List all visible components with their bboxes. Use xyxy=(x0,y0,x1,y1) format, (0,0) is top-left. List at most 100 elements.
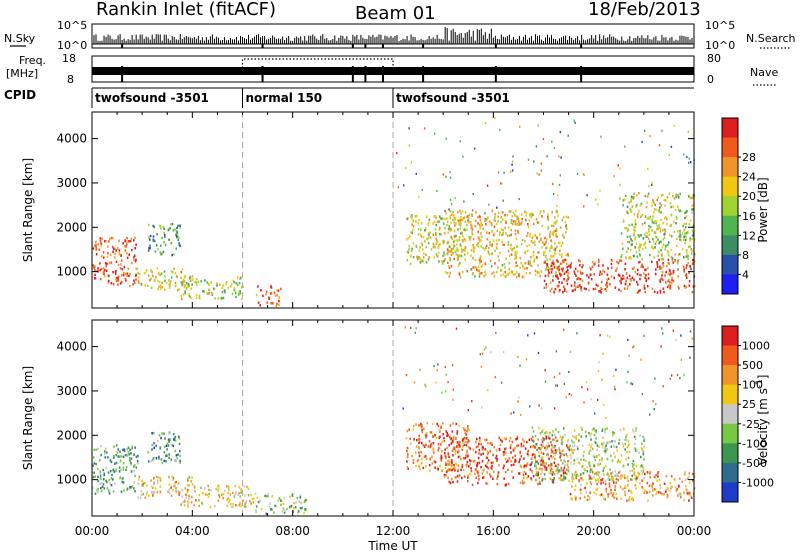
data-point xyxy=(546,444,548,448)
data-point xyxy=(503,171,505,174)
data-point xyxy=(278,297,281,300)
data-point xyxy=(558,241,560,244)
data-point xyxy=(466,451,468,454)
data-point xyxy=(479,260,481,263)
data-point xyxy=(593,455,596,459)
data-point xyxy=(252,501,255,504)
data-point xyxy=(440,233,442,236)
data-point xyxy=(278,303,280,306)
data-point xyxy=(95,240,97,244)
data-point xyxy=(238,282,241,285)
data-point xyxy=(191,483,194,486)
data-point xyxy=(486,453,489,456)
data-point xyxy=(195,281,198,284)
data-point xyxy=(529,468,532,471)
data-point xyxy=(559,478,562,482)
data-point xyxy=(507,241,510,244)
data-point xyxy=(410,231,412,234)
data-point xyxy=(669,284,672,288)
data-point xyxy=(593,433,596,437)
data-point xyxy=(184,487,187,490)
data-point xyxy=(181,283,183,287)
data-point xyxy=(136,460,139,463)
data-point xyxy=(688,157,690,160)
data-point xyxy=(545,266,548,269)
data-point xyxy=(511,440,514,444)
data-point xyxy=(137,478,140,481)
data-point xyxy=(425,443,427,446)
data-point xyxy=(620,277,623,280)
data-point xyxy=(606,448,609,451)
data-point xyxy=(626,445,629,449)
data-point xyxy=(573,444,576,447)
data-point xyxy=(486,231,488,234)
data-point xyxy=(597,260,600,264)
data-point xyxy=(575,470,577,474)
data-point xyxy=(270,286,272,289)
data-point xyxy=(180,276,182,279)
data-point xyxy=(411,454,413,458)
data-point xyxy=(456,432,458,435)
data-point xyxy=(114,272,117,275)
data-point xyxy=(162,225,165,229)
data-point xyxy=(501,240,503,243)
data-point xyxy=(159,251,162,254)
data-point xyxy=(651,221,654,224)
data-point xyxy=(616,497,618,500)
data-point xyxy=(691,337,694,340)
data-point xyxy=(647,230,650,233)
data-point xyxy=(622,464,625,467)
data-point xyxy=(607,277,610,281)
data-point xyxy=(461,218,463,222)
data-point xyxy=(531,435,534,439)
data-point xyxy=(692,204,694,207)
data-point xyxy=(244,494,246,497)
colorbar-swatch xyxy=(722,157,738,178)
data-point xyxy=(415,445,418,448)
data-point xyxy=(425,432,428,435)
data-point xyxy=(567,253,569,256)
data-point xyxy=(439,226,441,229)
data-point xyxy=(122,462,125,465)
data-point xyxy=(175,454,178,457)
data-point xyxy=(529,235,531,238)
data-point xyxy=(520,413,522,416)
data-point xyxy=(188,292,190,296)
data-point xyxy=(152,238,155,241)
data-point xyxy=(659,206,661,209)
data-point xyxy=(564,433,566,437)
data-point xyxy=(554,453,557,456)
data-point xyxy=(619,461,621,464)
data-point xyxy=(122,455,125,458)
data-point xyxy=(151,443,153,447)
data-point xyxy=(530,445,532,449)
data-point xyxy=(624,448,626,451)
data-point xyxy=(631,239,633,243)
data-point xyxy=(606,281,608,284)
data-point xyxy=(560,474,562,477)
data-point xyxy=(519,464,522,467)
data-point xyxy=(517,444,519,447)
data-point xyxy=(679,230,681,233)
data-point xyxy=(583,451,585,454)
data-point xyxy=(444,466,447,470)
data-point xyxy=(648,217,651,220)
data-point xyxy=(112,456,115,459)
data-point xyxy=(627,338,629,341)
data-point xyxy=(666,486,669,490)
data-point xyxy=(482,452,484,455)
data-point xyxy=(185,281,188,285)
data-point xyxy=(554,436,557,439)
data-point xyxy=(491,230,493,233)
data-point xyxy=(167,490,169,493)
data-point xyxy=(436,240,439,244)
data-point xyxy=(561,478,563,481)
data-point xyxy=(451,468,453,472)
data-point xyxy=(187,479,189,482)
data-point xyxy=(514,253,517,256)
data-point xyxy=(556,266,559,269)
data-point xyxy=(567,470,570,473)
data-point xyxy=(623,198,626,201)
data-point xyxy=(473,459,476,463)
data-point xyxy=(554,287,557,291)
